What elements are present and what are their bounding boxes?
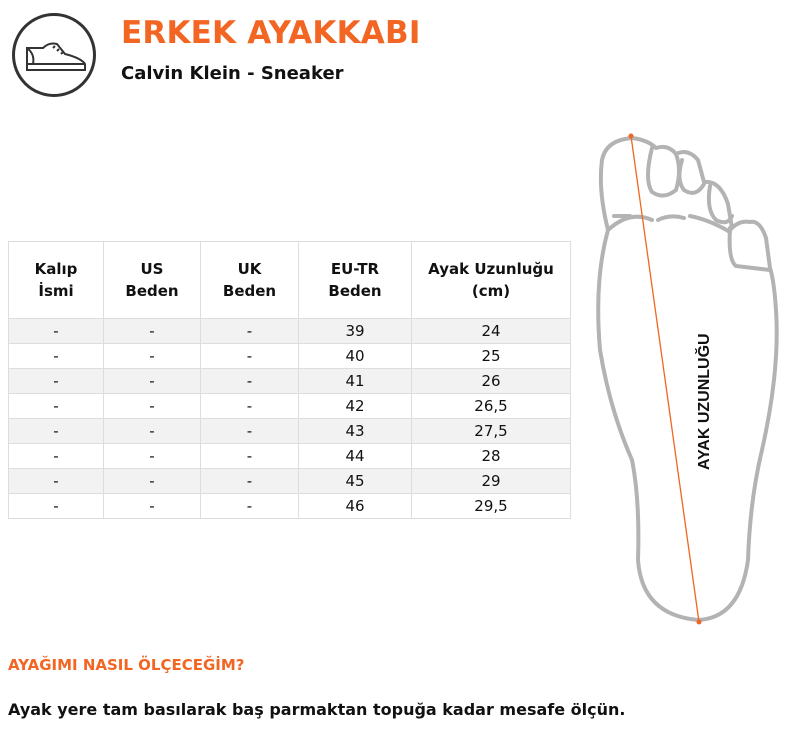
table-header-row: Kalıp İsmi US Beden UK Beden EU-TR Beden Aya… — [8, 241, 571, 319]
measure-end-dot — [696, 619, 702, 625]
table-cell: 46 — [298, 493, 412, 519]
table-row: - - -41 26 — [8, 368, 571, 394]
logo — [12, 13, 96, 97]
measure-line — [630, 135, 700, 623]
table-cell: - — [103, 343, 201, 369]
foot-diagram: AYAK UZUNLUĞU — [596, 133, 779, 625]
table-cell: 26 — [411, 368, 571, 394]
column-header: Ayak Uzunluğu (cm) — [411, 241, 571, 319]
table-cell: - — [200, 468, 299, 494]
table-cell: - — [8, 443, 104, 469]
table-cell: - — [8, 493, 104, 519]
table-cell: - — [103, 418, 201, 444]
table-cell: 40 — [298, 343, 412, 369]
table-cell: - — [8, 368, 104, 394]
table-cell: - — [103, 493, 201, 519]
table-cell: - — [200, 493, 299, 519]
sneaker-icon — [26, 42, 86, 71]
table-cell: - — [8, 343, 104, 369]
table-cell: 44 — [298, 443, 412, 469]
table-cell: - — [200, 368, 299, 394]
table-cell: 45 — [298, 468, 412, 494]
table-cell: 27,5 — [411, 418, 571, 444]
table-cell: 25 — [411, 343, 571, 369]
column-header: Kalıp İsmi — [8, 241, 104, 319]
table-row: - - -44 28 — [8, 443, 571, 469]
table-row: - - -46 29,5 — [8, 493, 571, 519]
table-row: - - -45 29 — [8, 468, 571, 494]
table-cell: 41 — [298, 368, 412, 394]
column-header: UK Beden — [200, 241, 299, 319]
table-cell: - — [200, 418, 299, 444]
table-cell: - — [103, 468, 201, 494]
table-cell: - — [103, 443, 201, 469]
table-cell: 29 — [411, 468, 571, 494]
table-cell: 26,5 — [411, 393, 571, 419]
table-row: - - -42 26,5 — [8, 393, 571, 419]
column-header: EU-TR Beden — [298, 241, 412, 319]
table-cell: - — [103, 318, 201, 344]
measure-start-dot — [628, 133, 634, 139]
table-row: - - -43 27,5 — [8, 418, 571, 444]
table-cell: 39 — [298, 318, 412, 344]
table-cell: 28 — [411, 443, 571, 469]
foot-outline — [596, 135, 779, 623]
table-cell: 42 — [298, 393, 412, 419]
table-cell: - — [200, 393, 299, 419]
table-cell: 29,5 — [411, 493, 571, 519]
how-to-measure-heading: AYAĞIMI NASIL ÖLÇECEĞİM? — [8, 656, 245, 674]
table-cell: - — [103, 393, 201, 419]
table-cell: - — [8, 418, 104, 444]
how-to-measure-text: Ayak yere tam basılarak baş parmaktan to… — [8, 700, 626, 719]
table-cell: - — [103, 368, 201, 394]
table-row: - - -39 24 — [8, 318, 571, 344]
table-cell: - — [200, 443, 299, 469]
product-subtitle: Calvin Klein - Sneaker — [121, 63, 344, 84]
table-cell: 24 — [411, 318, 571, 344]
table-cell: - — [8, 468, 104, 494]
table-cell: - — [8, 318, 104, 344]
page-title: ERKEK AYAKKABI — [121, 15, 421, 51]
column-header: US Beden — [103, 241, 201, 319]
table-cell: - — [200, 318, 299, 344]
foot-length-label: AYAK UZUNLUĞU — [694, 333, 713, 470]
table-row: - - -40 25 — [8, 343, 571, 369]
size-table: Kalıp İsmi US Beden UK Beden EU-TR Beden Aya… — [8, 241, 571, 519]
table-cell: 43 — [298, 418, 412, 444]
table-cell: - — [8, 393, 104, 419]
table-cell: - — [200, 343, 299, 369]
